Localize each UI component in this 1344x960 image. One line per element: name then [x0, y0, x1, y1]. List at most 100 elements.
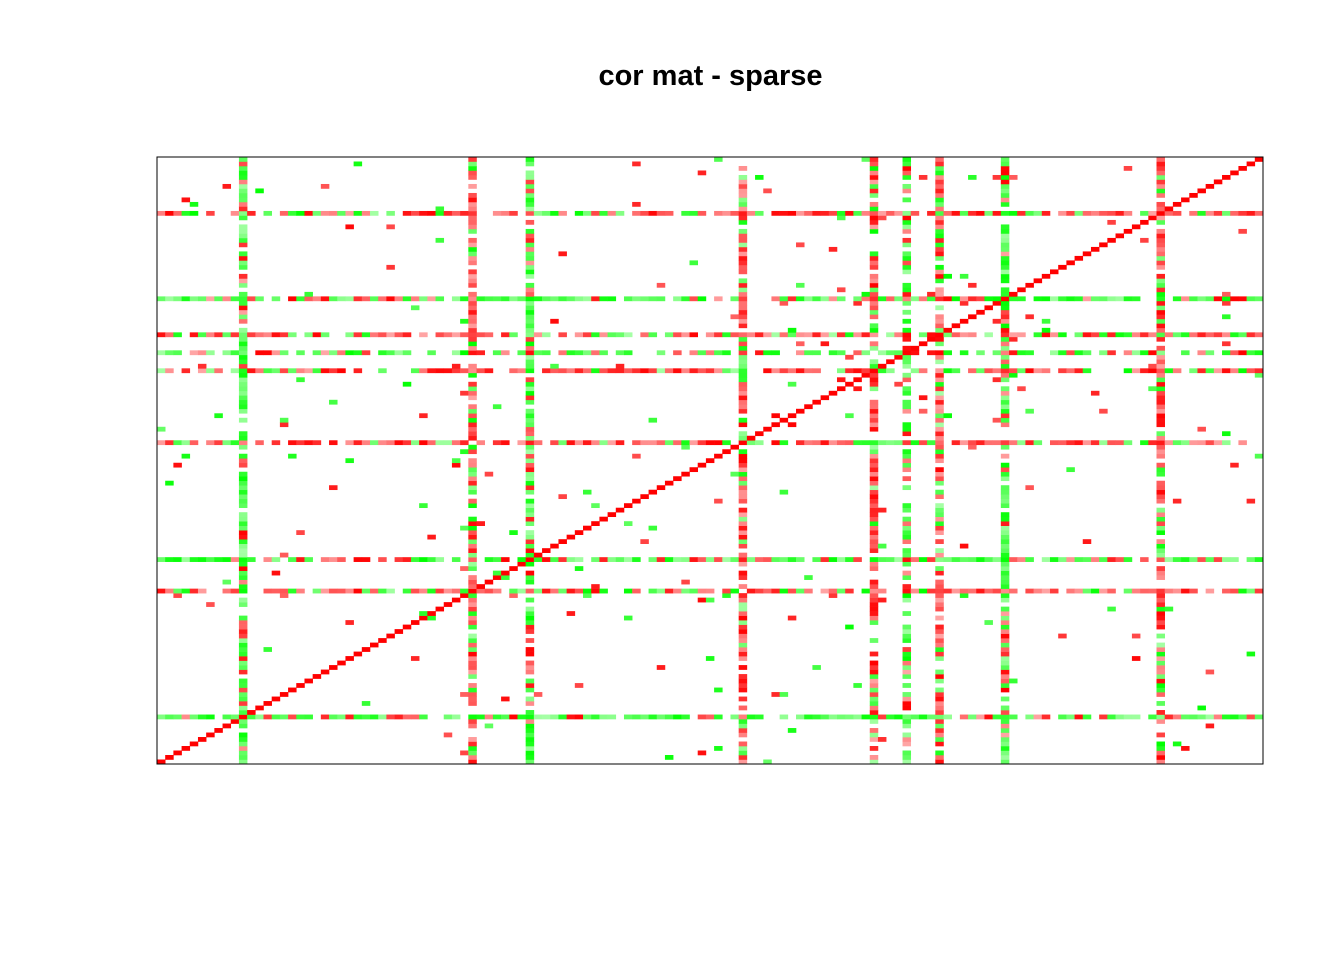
correlation-cell	[1000, 354, 1010, 360]
correlation-cell	[738, 597, 748, 603]
correlation-cell	[738, 552, 748, 558]
diagonal-cell	[755, 431, 764, 437]
correlation-cell	[935, 669, 944, 675]
correlation-cell	[1222, 440, 1231, 446]
correlation-cell	[738, 678, 748, 684]
correlation-cell	[517, 714, 526, 720]
correlation-cell	[902, 219, 912, 225]
correlation-cell	[296, 588, 305, 594]
correlation-cell	[935, 242, 944, 248]
correlation-cell	[525, 543, 535, 549]
correlation-cell	[935, 435, 944, 441]
correlation-cell	[689, 588, 699, 594]
correlation-cell	[1066, 557, 1075, 562]
correlation-cell	[1156, 174, 1165, 180]
correlation-cell	[255, 296, 264, 302]
correlation-cell	[1197, 296, 1206, 302]
correlation-cell	[501, 575, 510, 580]
correlation-cell	[927, 332, 936, 338]
correlation-cell	[157, 350, 166, 356]
correlation-cell	[197, 296, 207, 302]
correlation-cell	[1156, 390, 1165, 396]
correlation-cell	[705, 557, 715, 562]
correlation-cell	[607, 296, 617, 302]
diagonal-cell	[1213, 179, 1223, 185]
correlation-cell	[779, 300, 789, 306]
correlation-cell	[796, 341, 805, 347]
correlation-cell	[468, 444, 477, 450]
correlation-cell	[1000, 584, 1010, 589]
correlation-cell	[525, 561, 535, 567]
correlation-cell	[779, 332, 789, 338]
correlation-cell	[189, 557, 199, 562]
correlation-cell	[238, 183, 248, 189]
correlation-cell	[607, 210, 617, 216]
correlation-cell	[468, 557, 477, 562]
correlation-cell	[714, 687, 723, 693]
correlation-cell	[525, 228, 535, 234]
correlation-cell	[927, 714, 936, 720]
correlation-cell	[1082, 440, 1092, 446]
correlation-cell	[222, 557, 232, 562]
correlation-cell	[1238, 296, 1247, 302]
diagonal-cell	[951, 323, 961, 329]
correlation-cell	[902, 476, 912, 482]
correlation-cell	[320, 714, 330, 720]
correlation-cell	[779, 557, 789, 562]
correlation-cell	[738, 305, 748, 311]
correlation-cell	[1058, 633, 1067, 639]
correlation-cell	[238, 296, 248, 302]
correlation-cell	[1000, 174, 1010, 180]
correlation-cell	[804, 368, 813, 374]
correlation-cell	[238, 516, 248, 522]
correlation-cell	[836, 440, 846, 446]
correlation-cell	[1074, 368, 1084, 374]
correlation-cell	[427, 296, 436, 302]
correlation-cell	[468, 314, 477, 320]
correlation-cell	[1205, 296, 1215, 302]
correlation-cell	[542, 557, 551, 562]
correlation-cell	[238, 534, 248, 540]
correlation-cell	[697, 557, 707, 562]
correlation-cell	[902, 660, 912, 666]
correlation-cell	[779, 714, 789, 720]
correlation-cell	[238, 512, 248, 518]
diagonal-cell	[1131, 224, 1141, 230]
correlation-cell	[1115, 296, 1125, 302]
correlation-cell	[648, 210, 658, 216]
correlation-cell	[1000, 719, 1010, 724]
correlation-cell	[1000, 485, 1010, 491]
correlation-cell	[238, 678, 248, 684]
correlation-cell	[845, 588, 854, 594]
correlation-cell	[566, 296, 576, 302]
diagonal-cell	[542, 548, 551, 553]
correlation-cell	[394, 296, 404, 302]
correlation-cell	[361, 210, 371, 216]
correlation-cell	[279, 210, 289, 216]
correlation-cell	[238, 431, 248, 437]
correlation-cell	[877, 714, 887, 720]
correlation-cell	[1140, 368, 1149, 374]
correlation-cell	[935, 615, 944, 621]
correlation-cell	[1156, 377, 1165, 383]
correlation-cell	[730, 210, 739, 216]
correlation-cell	[345, 224, 354, 230]
correlation-cell	[869, 444, 879, 450]
correlation-cell	[591, 714, 600, 720]
correlation-cell	[1000, 516, 1010, 522]
correlation-cell	[468, 606, 477, 612]
correlation-cell	[255, 714, 264, 720]
correlation-cell	[935, 408, 944, 414]
correlation-cell	[1000, 521, 1010, 526]
correlation-cell	[1009, 678, 1018, 684]
correlation-cell	[902, 629, 912, 634]
correlation-cell	[492, 570, 502, 576]
correlation-cell	[468, 323, 477, 329]
correlation-cell	[238, 336, 248, 342]
correlation-cell	[959, 588, 969, 594]
diagonal-cell	[1017, 287, 1026, 293]
correlation-cell	[1000, 453, 1010, 459]
correlation-cell	[238, 341, 248, 347]
correlation-cell	[247, 332, 256, 338]
correlation-cell	[238, 687, 248, 693]
